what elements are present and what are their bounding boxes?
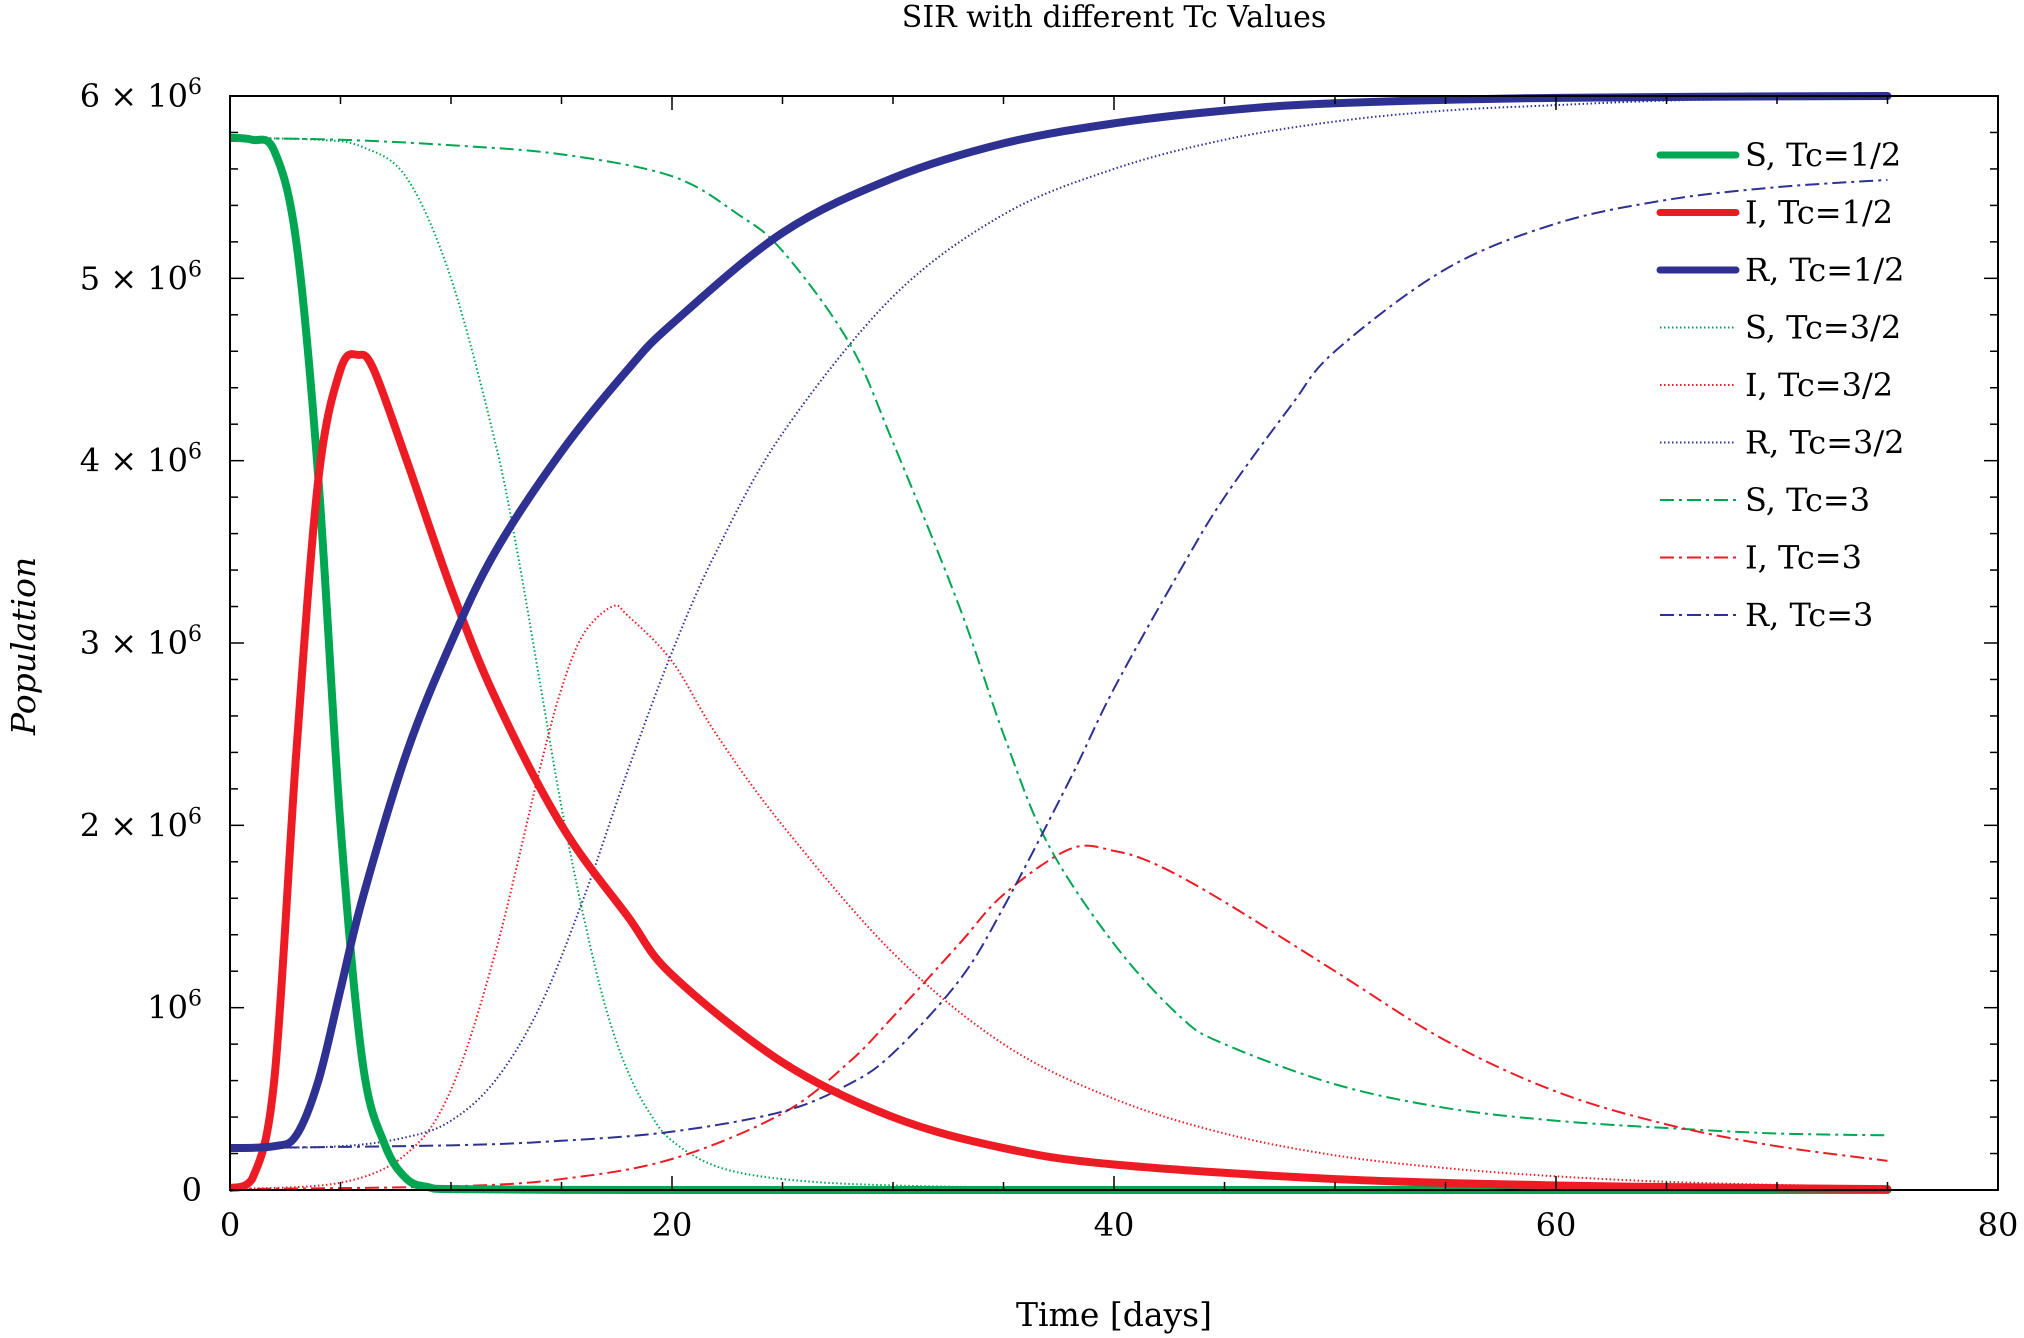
series-line-r-tc-3 [230,178,1888,1150]
series-line-i-tc-3-2 [230,604,1888,1191]
legend-label-i-tc-3: I, Tc=3 [1745,539,1862,577]
series-line-s-tc-3 [230,136,1888,1137]
axes: 0 20 40 60 80 0 106 2 × 106 3 × 106 4 × 106 5 × 10… [80,75,2019,1244]
legend-label-s-tc-1-2: S, Tc=1/2 [1745,136,1901,174]
x-tick-label: 80 [1978,1206,2019,1244]
plot-area [230,92,1892,1195]
legend-label-r-tc-3: R, Tc=3 [1745,596,1873,634]
y-tick-label: 3 × 106 [80,622,202,662]
series-line-i-tc-1-2 [230,350,1892,1194]
x-axis-label: Time [days] [1016,1295,1212,1334]
series-line-r-tc-1-2 [230,92,1892,1153]
x-tick-label: 0 [220,1206,240,1244]
series-line-r-tc-3-2 [230,96,1888,1150]
x-tick-label: 20 [652,1206,693,1244]
y-tick-label: 6 × 106 [80,75,202,115]
legend-label-i-tc-3-2: I, Tc=3/2 [1745,366,1893,404]
legend-label-s-tc-3-2: S, Tc=3/2 [1745,309,1901,347]
y-tick-label: 4 × 106 [80,440,202,480]
legend-label-s-tc-3: S, Tc=3 [1745,481,1870,519]
legend-label-r-tc-3-2: R, Tc=3/2 [1745,424,1905,462]
y-tick-label: 5 × 106 [80,257,202,297]
series-line-s-tc-3-2 [230,136,1888,1191]
y-axis-label: Population [4,557,43,736]
x-tick-label: 40 [1094,1206,1135,1244]
y-tick-label: 2 × 106 [80,804,202,844]
chart-title: SIR with different Tc Values [902,0,1326,35]
y-tick-label: 106 [147,987,202,1027]
y-tick-label: 0 [182,1171,202,1209]
plot-frame [229,95,1999,1191]
legend: S, Tc=1/2 I, Tc=1/2 R, Tc=1/2 S, Tc=3/2 I, T… [1656,136,1905,634]
legend-label-i-tc-1-2: I, Tc=1/2 [1745,194,1893,232]
legend-label-r-tc-1-2: R, Tc=1/2 [1745,251,1905,289]
series-line-i-tc-3 [230,844,1888,1191]
x-tick-label: 60 [1536,1206,1577,1244]
